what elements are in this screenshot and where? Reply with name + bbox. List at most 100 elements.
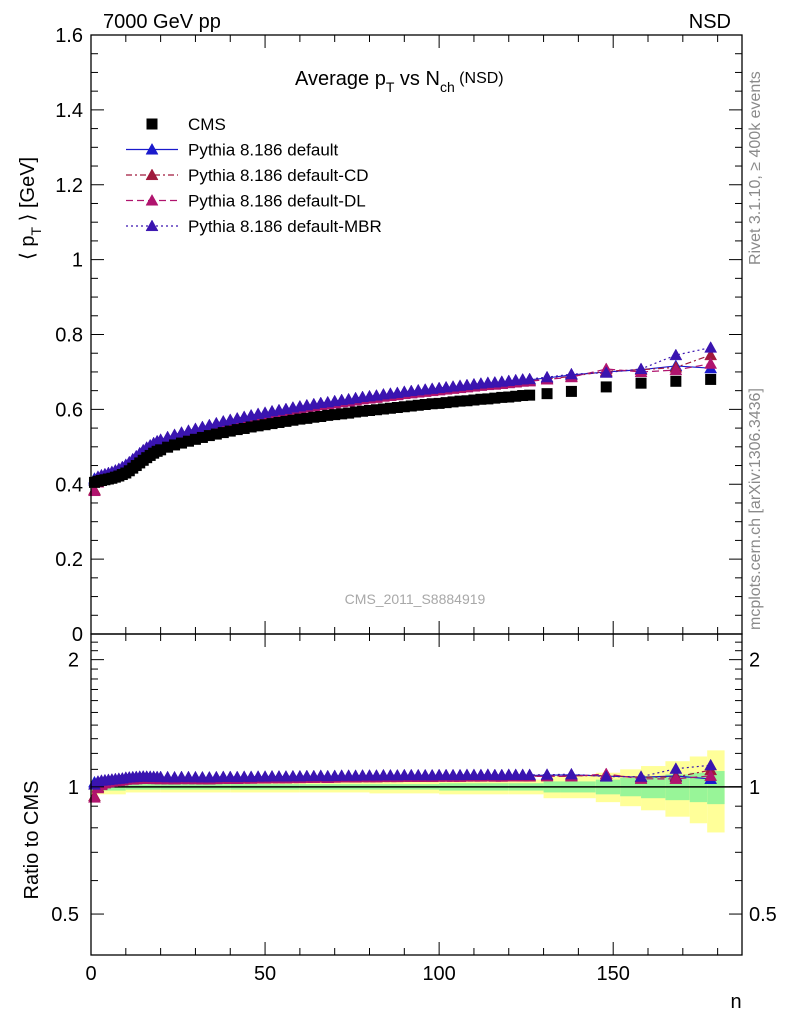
cms-point bbox=[176, 437, 188, 449]
cms-point bbox=[384, 402, 396, 414]
ylabel-sub: T bbox=[28, 227, 44, 236]
ratio-ytick-label: 1 bbox=[68, 777, 79, 799]
ratio-point-4 bbox=[540, 768, 554, 780]
cms-point bbox=[377, 403, 389, 415]
legend-marker-0 bbox=[146, 118, 158, 130]
cms-point bbox=[252, 420, 264, 432]
cms-point bbox=[705, 373, 717, 385]
main-ytick-label: 0 bbox=[72, 624, 83, 646]
cms-point bbox=[489, 392, 501, 404]
x-tick-label: 100 bbox=[422, 963, 455, 985]
ratio-point-3 bbox=[704, 769, 718, 781]
ratio-point-4 bbox=[523, 768, 537, 780]
cms-point bbox=[224, 425, 236, 437]
series-point-4 bbox=[669, 348, 683, 361]
ratio-point-4 bbox=[599, 770, 613, 782]
x-tick-label: 50 bbox=[254, 963, 276, 985]
main-panel-series bbox=[88, 341, 718, 497]
ratio-ytick-label: 0.5 bbox=[51, 904, 79, 926]
cms-point bbox=[670, 375, 682, 387]
series-line-4 bbox=[94, 347, 711, 481]
ratio-axes: 0 50 100 150 0.5 0.5 1 1 2 2 bbox=[51, 633, 777, 985]
main-ytick-label: 1 bbox=[72, 250, 83, 272]
cms-point bbox=[315, 410, 327, 422]
legend-label-3: Pythia 8.186 default-DL bbox=[188, 192, 366, 211]
legend-label-4: Pythia 8.186 default-MBR bbox=[188, 217, 382, 236]
ratio-point-3 bbox=[669, 772, 683, 784]
ratio-point-4 bbox=[564, 767, 578, 780]
main-ytick-label: 1.4 bbox=[55, 100, 83, 122]
ylabel-pre: ⟨ p bbox=[17, 236, 39, 260]
cms-point bbox=[287, 414, 299, 426]
cms-point bbox=[280, 415, 292, 427]
ratio-ytick-label: 2 bbox=[68, 650, 79, 672]
header-left: 7000 GeV pp bbox=[103, 11, 221, 33]
cms-point bbox=[370, 404, 382, 416]
legend-label-0: CMS bbox=[188, 115, 226, 134]
cms-point bbox=[447, 396, 459, 408]
cms-point bbox=[217, 427, 229, 439]
x-axis-label: n bbox=[730, 991, 741, 1013]
ratio-ytick-label-right: 2 bbox=[749, 650, 760, 672]
cms-point bbox=[433, 397, 445, 409]
cms-point bbox=[426, 398, 438, 410]
cms-point bbox=[301, 412, 313, 424]
cms-point bbox=[294, 413, 306, 425]
cms-point bbox=[357, 405, 369, 417]
cms-point bbox=[482, 393, 494, 405]
cms-point bbox=[266, 418, 278, 430]
title-sub2: ch bbox=[440, 79, 455, 95]
legend-marker-2 bbox=[145, 168, 159, 181]
cms-point bbox=[259, 419, 271, 431]
cms-point bbox=[510, 390, 522, 402]
cms-point bbox=[468, 394, 480, 406]
rivet-label: Rivet 3.1.10, ≥ 400k events bbox=[747, 71, 764, 265]
title-sub1: T bbox=[386, 79, 395, 95]
cms-point bbox=[541, 388, 553, 400]
series-point-4 bbox=[599, 366, 613, 378]
main-title: Average pT vs Nch (NSD) bbox=[295, 68, 504, 95]
title-tail: (NSD) bbox=[455, 70, 504, 87]
legend-label-2: Pythia 8.186 default-CD bbox=[188, 166, 369, 185]
cms-point bbox=[231, 424, 243, 436]
ratio-point-4 bbox=[634, 770, 648, 782]
cms-point bbox=[517, 390, 529, 402]
title-mid: vs N bbox=[394, 68, 440, 90]
ratio-bands bbox=[91, 750, 742, 833]
legend-marker-1 bbox=[145, 142, 159, 155]
cms-point bbox=[565, 385, 577, 397]
x-tick-label: 0 bbox=[85, 963, 96, 985]
cms-point bbox=[364, 404, 376, 416]
cms-point bbox=[189, 433, 201, 445]
cms-point bbox=[454, 395, 466, 407]
cms-point bbox=[182, 435, 194, 447]
series-point-4 bbox=[523, 372, 537, 385]
main-ytick-label: 0.8 bbox=[55, 325, 83, 347]
cms-point bbox=[391, 402, 403, 414]
cms-point bbox=[496, 391, 508, 403]
main-panel-axes: 0 0.2 0.4 0.6 0.8 1 1.2 1.4 1.6 bbox=[55, 25, 743, 646]
cms-point bbox=[155, 444, 167, 456]
cms-point bbox=[343, 407, 355, 419]
main-ylabel: ⟨ pT ⟩ [GeV] bbox=[17, 157, 44, 260]
ratio-point-4 bbox=[669, 762, 683, 774]
header-right: NSD bbox=[689, 11, 731, 33]
cms-point bbox=[461, 395, 473, 407]
cms-point bbox=[600, 381, 612, 393]
cms-point bbox=[503, 391, 515, 403]
series-point-3 bbox=[669, 363, 683, 376]
x-tick-label: 150 bbox=[597, 963, 630, 985]
ratio-point-4 bbox=[704, 758, 718, 771]
series-point-4 bbox=[704, 341, 718, 353]
series-point-4 bbox=[564, 367, 578, 380]
ylabel-post: ⟩ [GeV] bbox=[17, 157, 39, 227]
mcplots-label: mcplots.cern.ch [arXiv:1306.3436] bbox=[747, 388, 764, 630]
cms-point bbox=[475, 393, 487, 405]
legend-marker-4 bbox=[145, 219, 159, 232]
series-line-1 bbox=[94, 365, 711, 480]
cms-point bbox=[308, 411, 320, 423]
ratio-ytick-label-right: 0.5 bbox=[749, 904, 777, 926]
cms-point bbox=[405, 400, 417, 412]
